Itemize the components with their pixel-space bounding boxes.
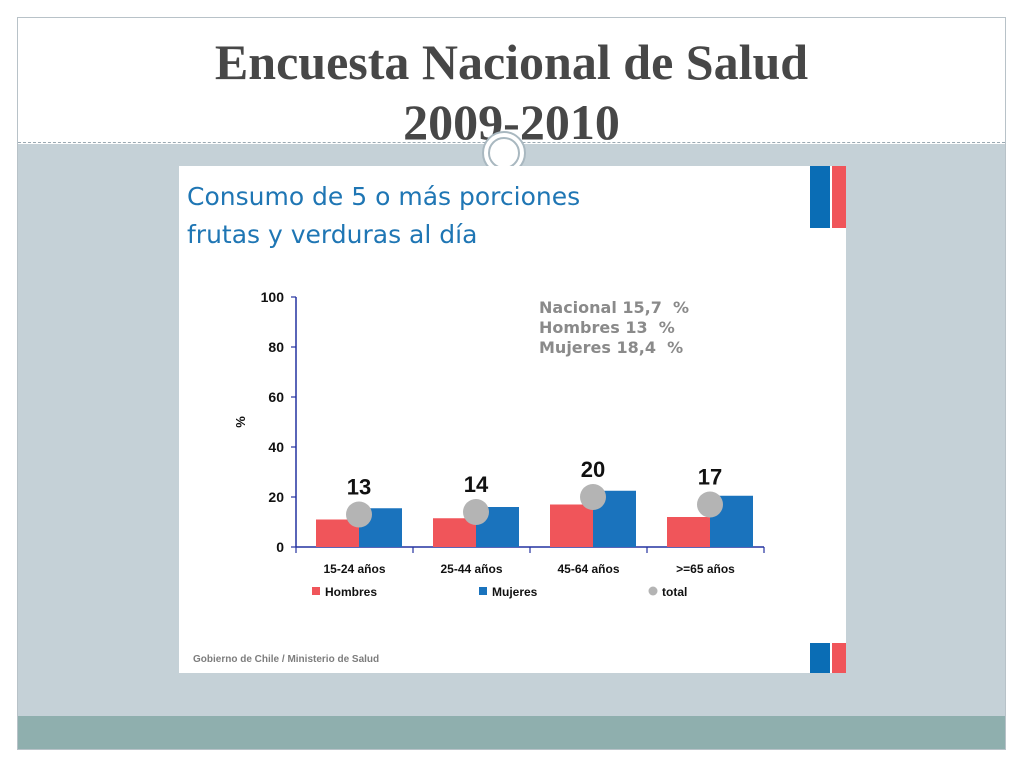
chart-title: Consumo de 5 o más porciones frutas y ve… <box>187 178 580 254</box>
legend-label-mujeres: Mujeres <box>492 585 538 599</box>
stat-nacional: Nacional 15,7 % <box>539 298 690 317</box>
page-title-line1: Encuesta Nacional de Salud <box>214 34 809 90</box>
slide-frame: Encuesta Nacional de Salud 2009-2010 Con… <box>17 17 1006 750</box>
legend-swatch-hombres <box>312 587 320 595</box>
bar-hombres <box>667 517 710 547</box>
data-label: 17 <box>698 465 722 490</box>
y-tick-label: 40 <box>268 439 284 455</box>
footer-band <box>18 716 1005 749</box>
stats-box: Nacional 15,7 % Hombres 13 % Mujeres 18,… <box>539 298 689 358</box>
flag-stripe-top <box>810 166 846 228</box>
bar-chart: 0 20 40 60 80 100% 13 15-24 años 14 25-44 años 20 4… <box>233 289 765 599</box>
stat-mujeres: Mujeres 18,4 % <box>539 338 684 357</box>
y-tick-label: 20 <box>268 489 284 505</box>
point-total <box>463 499 489 525</box>
point-total <box>346 501 372 528</box>
legend-swatch-mujeres <box>479 587 487 595</box>
circle-ornament-icon <box>482 131 526 175</box>
y-tick-label: 100 <box>261 289 285 305</box>
source-credit: Gobierno de Chile / Ministerio de Salud <box>193 654 380 665</box>
chart-slide: Consumo de 5 o más porciones frutas y ve… <box>179 166 846 673</box>
data-label: 20 <box>581 457 605 482</box>
flag-stripe-bottom <box>810 643 846 673</box>
bar-hombres <box>550 504 593 547</box>
bar-hombres <box>433 518 476 547</box>
legend-label-total: total <box>662 585 687 599</box>
header: Encuesta Nacional de Salud 2009-2010 <box>18 18 1005 150</box>
x-tick-label: 45-64 años <box>557 562 619 576</box>
chart-title-line2: frutas y verduras al día <box>187 220 478 249</box>
x-tick-label: 15-24 años <box>323 562 385 576</box>
x-tick-label: 25-44 años <box>440 562 502 576</box>
y-tick-label: 80 <box>268 339 284 355</box>
y-tick-label: 0 <box>276 539 284 555</box>
y-tick-label: 60 <box>268 389 284 405</box>
data-label: 14 <box>464 472 489 497</box>
x-tick-label: >=65 años <box>676 562 735 576</box>
legend-label-hombres: Hombres <box>325 585 377 599</box>
legend-swatch-total <box>648 586 658 596</box>
page-title: Encuesta Nacional de Salud 2009-2010 <box>18 32 1005 152</box>
y-axis-label: % <box>233 416 248 428</box>
point-total <box>697 491 723 518</box>
chart-title-line1: Consumo de 5 o más porciones <box>187 182 581 211</box>
point-total <box>580 484 606 510</box>
data-label: 13 <box>347 475 371 500</box>
stat-hombres: Hombres 13 % <box>539 318 675 337</box>
